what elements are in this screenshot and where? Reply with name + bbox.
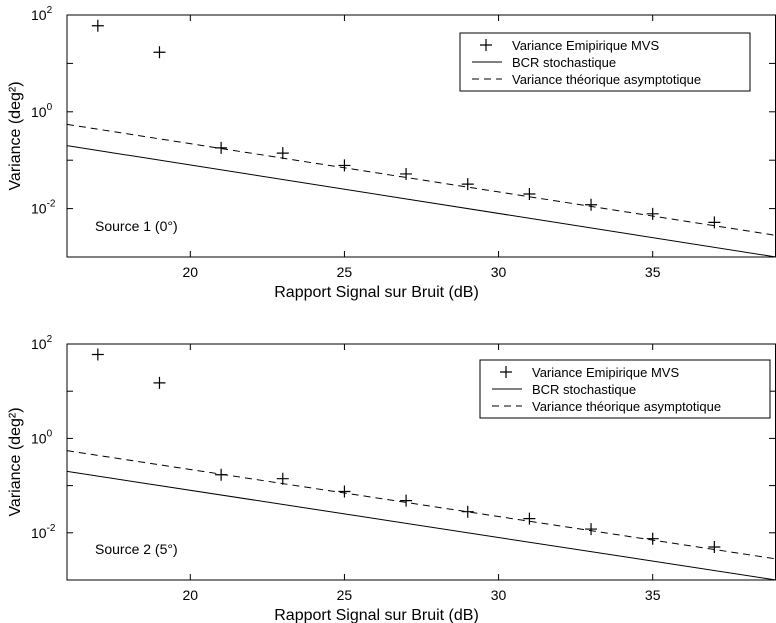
x-tick-label: 35 [645,587,661,603]
y-axis-label: Variance (deg²) [7,81,24,190]
series-line-solid [67,145,776,257]
x-tick-label: 30 [491,587,507,603]
y-tick-exponent: 2 [47,5,53,16]
source-annotation: Source 1 (0°) [95,218,178,234]
legend-swatch-marker [500,366,512,378]
data-point-marker [400,494,413,507]
y-tick-exponent: -2 [47,523,56,534]
data-point-marker [215,141,228,154]
data-point-marker [646,532,659,545]
y-tick-exponent: 0 [47,102,53,113]
data-point-marker [585,523,598,536]
legend-label: BCR stochastique [532,382,636,397]
data-point-marker [461,178,474,191]
data-point-marker [585,198,598,211]
x-tick-label: 25 [337,264,353,280]
y-tick-label: 100 [31,102,53,120]
y-axis-label: Variance (deg²) [7,407,24,516]
source-annotation: Source 2 (5°) [95,541,178,557]
data-point-marker [153,46,166,59]
data-point-marker [400,167,413,180]
data-point-marker [523,188,536,201]
plot-area [67,19,776,257]
legend-box [459,32,751,92]
data-point-marker [523,512,536,525]
y-tick-label: 10-2 [31,523,56,541]
y-tick-exponent: 0 [47,428,53,439]
y-tick-label: 100 [31,428,53,446]
x-tick-label: 35 [645,264,661,280]
y-tick-exponent: -2 [47,199,56,210]
data-point-marker [338,159,351,172]
legend: Variance Emipirique MVS BCR stochastique V… [459,32,751,92]
legend: Variance Emipirique MVS BCR stochastique V… [479,359,771,419]
y-tick-base: 10 [31,430,47,446]
data-point-marker [708,216,721,229]
x-tick-label: 30 [491,264,507,280]
x-tick-label: 20 [183,264,199,280]
data-point-marker [276,472,289,485]
y-tick-base: 10 [31,7,47,23]
data-point-marker [276,147,289,160]
y-tick-base: 10 [31,336,47,352]
legend-label: BCR stochastique [512,55,616,70]
data-point-marker [708,541,721,554]
y-tick-base: 10 [31,104,47,120]
data-point-marker [338,485,351,498]
legend-box [479,359,771,419]
legend-label: Variance théorique asymptotique [532,399,721,414]
data-point-marker [646,207,659,220]
x-axis-label: Rapport Signal sur Bruit (dB) [274,284,479,301]
plot-area [67,348,776,580]
y-tick-base: 10 [31,201,47,217]
x-axis-label: Rapport Signal sur Bruit (dB) [274,607,479,623]
y-tick-label: 102 [31,334,53,352]
y-tick-exponent: 2 [47,334,53,345]
x-tick-label: 25 [337,587,353,603]
legend-label: Variance théorique asymptotique [512,72,701,87]
y-tick-label: 10-2 [31,199,56,217]
legend-swatch-marker [480,39,492,51]
legend-label: Variance Emipirique MVS [532,365,679,380]
y-tick-label: 102 [31,5,53,23]
series-line-solid [67,470,776,580]
data-point-marker [91,19,104,32]
data-point-marker [91,348,104,361]
y-tick-base: 10 [31,525,47,541]
x-tick-label: 20 [183,587,199,603]
legend-label: Variance Emipirique MVS [512,38,659,53]
data-point-marker [153,376,166,389]
